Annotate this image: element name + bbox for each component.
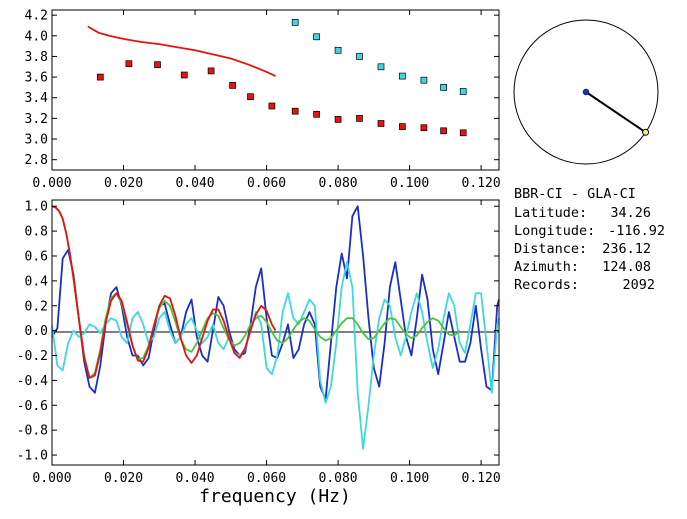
data-point: [291, 107, 299, 115]
correlation-x-ticks: 0.000 0.020 0.040 0.060 0.080 0.100 0.120: [32, 200, 501, 486]
data-point: [377, 63, 385, 71]
records-value: 2092: [622, 277, 655, 293]
correlation-panel-frame: [51, 199, 500, 466]
data-point: [291, 19, 299, 26]
data-point: [96, 73, 104, 81]
azimuth-compass: [513, 19, 659, 165]
y-tick-label: 1.0: [25, 200, 48, 215]
latitude-label: Latitude:: [514, 205, 587, 221]
y-tick-label: 2.8: [25, 153, 48, 168]
y-tick-label: 0.0: [25, 324, 48, 339]
data-point: [356, 115, 363, 122]
x-tick-label: 0.000: [32, 176, 71, 191]
y-tick-label: -0.4: [17, 374, 48, 389]
data-point: [440, 127, 447, 135]
station-end-dot: [642, 128, 650, 136]
data-point: [268, 102, 276, 110]
y-tick-label: 0.4: [25, 274, 49, 289]
correlation-y-ticks: -1.0 -0.8 -0.6 -0.4 -0.2 0.0 0.2 0.4 0.6 0.8 1.0: [17, 200, 499, 464]
data-point: [180, 71, 188, 79]
x-tick-label: 0.000: [32, 471, 71, 486]
data-point: [334, 116, 342, 123]
station-origin-dot: [582, 88, 590, 96]
series-line: [51, 205, 461, 379]
azimuth-value: 124.08: [602, 259, 651, 275]
data-point: [420, 124, 428, 132]
y-tick-label: 0.2: [25, 299, 48, 314]
velocity-panel: 2.8 3.0 3.2 3.4 3.6 3.8 4.0 4.2 0.000 0.020 0.040…: [25, 9, 501, 191]
longitude-value: -116.92: [608, 223, 665, 239]
x-tick-label: 0.020: [104, 471, 143, 486]
data-point: [247, 93, 254, 101]
y-tick-label: 4.0: [25, 29, 48, 44]
correlation-panel: -1.0 -0.8 -0.6 -0.4 -0.2 0.0 0.2 0.4 0.6 0.8 1.0 0…: [17, 199, 501, 507]
data-point: [229, 82, 236, 89]
station-pair: BBR-CI - GLA-CI: [514, 186, 636, 202]
y-tick-label: 3.8: [25, 50, 48, 65]
data-point: [399, 123, 406, 130]
data-point: [420, 76, 428, 84]
velocity-panel-frame: [51, 9, 500, 171]
y-tick-label: 0.6: [25, 249, 48, 264]
series-line: [87, 25, 276, 77]
azimuth-needle: [585, 91, 647, 134]
x-tick-label: 0.020: [104, 176, 143, 191]
x-axis-label: frequency (Hz): [199, 486, 351, 507]
data-point: [440, 84, 447, 91]
data-point: [356, 53, 363, 60]
data-point: [459, 88, 467, 95]
y-tick-label: -0.8: [17, 424, 48, 439]
y-tick-label: -0.2: [17, 349, 48, 364]
x-tick-label: 0.060: [247, 176, 286, 191]
x-tick-label: 0.040: [175, 471, 214, 486]
info-block: BBR-CI - GLA-CI Latitude: 34.26 Longitud…: [514, 186, 665, 293]
series-line: [51, 205, 500, 401]
compass-circle: [513, 19, 659, 165]
data-point: [125, 60, 133, 68]
data-point: [377, 120, 385, 127]
x-tick-label: 0.080: [319, 176, 358, 191]
series-line: [51, 261, 500, 450]
data-point: [459, 129, 467, 137]
latitude-value: 34.26: [610, 205, 651, 221]
velocity-marks: [87, 19, 467, 137]
data-point: [334, 46, 342, 54]
longitude-label: Longitude:: [514, 223, 595, 239]
data-point: [399, 72, 406, 80]
x-tick-label: 0.040: [175, 176, 214, 191]
x-tick-label: 0.100: [390, 471, 429, 486]
data-point: [154, 61, 161, 69]
distance-label: Distance:: [514, 241, 587, 257]
x-tick-label: 0.080: [319, 471, 358, 486]
x-tick-label: 0.120: [462, 471, 501, 486]
data-point: [313, 33, 320, 41]
records-label: Records:: [514, 277, 579, 293]
x-tick-label: 0.100: [390, 176, 429, 191]
y-tick-label: 3.6: [25, 71, 48, 86]
correlation-marks: [51, 205, 500, 450]
y-tick-label: 4.2: [25, 9, 48, 24]
azimuth-label: Azimuth:: [514, 259, 579, 275]
data-point: [313, 110, 320, 118]
x-tick-label: 0.060: [247, 471, 286, 486]
y-tick-label: -0.6: [17, 399, 48, 414]
y-tick-label: 0.8: [25, 225, 48, 240]
y-tick-label: -1.0: [17, 449, 48, 464]
distance-value: 236.12: [602, 241, 651, 257]
series-line: [51, 205, 277, 379]
x-tick-label: 0.120: [462, 176, 501, 191]
y-tick-label: 3.4: [25, 91, 49, 106]
y-tick-label: 3.2: [25, 112, 48, 127]
velocity-y-ticks: 2.8 3.0 3.2 3.4 3.6 3.8 4.0 4.2: [25, 9, 499, 168]
data-point: [207, 67, 215, 75]
velocity-x-ticks: 0.000 0.020 0.040 0.060 0.080 0.100 0.120: [32, 10, 501, 191]
y-tick-label: 3.0: [25, 133, 48, 148]
